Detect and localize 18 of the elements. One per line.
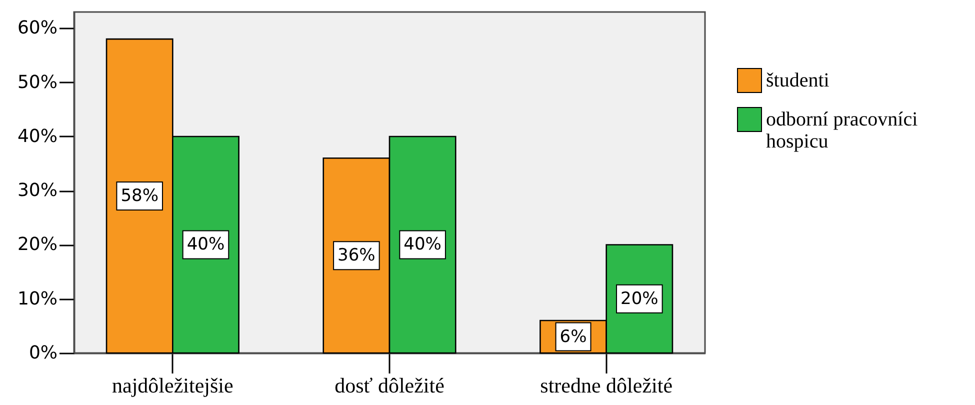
legend-label: študenti (766, 70, 830, 92)
x-tick-label: najdôležitejšie (112, 374, 234, 398)
x-tick-label: stredne dôležité (540, 374, 673, 398)
y-tick-label: 30% (17, 180, 58, 202)
y-tick-label: 60% (17, 18, 58, 39)
x-tick-label: dosť dôležité (334, 374, 444, 398)
y-tick-label: 10% (17, 288, 58, 310)
y-tick-label: 20% (17, 234, 58, 256)
data-label: 40% (404, 234, 442, 255)
data-label: 58% (120, 186, 158, 206)
y-tick-label: 50% (17, 72, 58, 93)
data-label: 36% (338, 246, 376, 266)
legend-label: odborní pracovníci hospicu (766, 108, 918, 152)
data-label: 40% (186, 234, 225, 255)
y-tick-label: 0% (28, 342, 58, 364)
data-label: 20% (620, 288, 658, 309)
y-tick-label: 40% (17, 126, 58, 147)
data-label: 6% (560, 326, 587, 347)
